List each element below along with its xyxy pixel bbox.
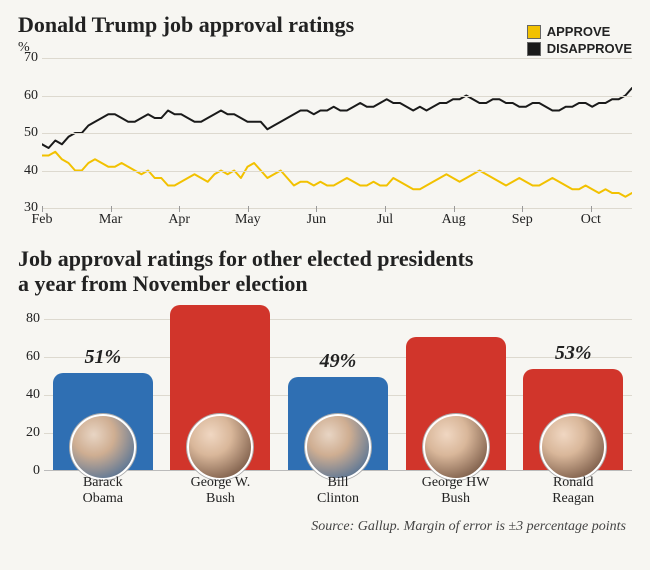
- chart1-x-tick: Mar: [99, 212, 122, 228]
- bar-value-4: 53%: [555, 342, 592, 365]
- root: Donald Trump job approval ratings APPROV…: [0, 0, 650, 543]
- chart2-y-tick: 60: [26, 349, 40, 365]
- chart1: % 3040506070 FebMarAprMayJunJulAugSepOct: [18, 40, 632, 240]
- chart1-x-tick: Oct: [581, 212, 601, 228]
- chart1-y-tick: 50: [24, 125, 38, 141]
- chart1-gridline: [42, 208, 632, 209]
- chart2-title-line2: a year from November election: [18, 271, 308, 296]
- legend-approve-label: APPROVE: [547, 24, 611, 39]
- chart1-gridline: [42, 58, 632, 59]
- chart2-gridline: [44, 319, 632, 320]
- bar-name-3: George HWBush: [422, 475, 490, 507]
- chart2-title: Job approval ratings for other elected p…: [18, 246, 632, 297]
- legend-approve: APPROVE: [527, 24, 632, 39]
- chart1-y-tick: 70: [24, 50, 38, 66]
- chart1-x-tick: May: [235, 212, 261, 228]
- bar-2: 49%: [288, 377, 388, 470]
- approve-line: [42, 152, 632, 197]
- source-text: Source: Gallup. Margin of error is ±3 pe…: [18, 519, 632, 535]
- chart1-x-tick: Sep: [512, 212, 533, 228]
- bar-name-0: BarackObama: [83, 475, 123, 507]
- chart2-y-axis: 020406080: [18, 301, 42, 471]
- chart1-x-tick: Jun: [307, 212, 326, 228]
- bar-value-2: 49%: [320, 350, 357, 373]
- chart2-y-tick: 0: [33, 463, 40, 479]
- chart1-x-axis: FebMarAprMayJunJulAugSepOct: [42, 212, 632, 232]
- bar-1: 87%: [170, 305, 270, 469]
- chart2-title-line1: Job approval ratings for other elected p…: [18, 246, 473, 271]
- chart1-x-tick: Aug: [442, 212, 466, 228]
- chart2-y-tick: 40: [26, 387, 40, 403]
- chart1-x-tick: Apr: [168, 212, 190, 228]
- avatar-3: [423, 414, 489, 480]
- chart1-gridline: [42, 171, 632, 172]
- bar-name-2: BillClinton: [317, 475, 359, 507]
- chart2-y-tick: 80: [26, 311, 40, 327]
- chart1-plot: [42, 58, 632, 208]
- chart1-x-tick: Feb: [32, 212, 53, 228]
- avatar-2: [305, 414, 371, 480]
- chart1-gridline: [42, 96, 632, 97]
- chart1-y-tick: 60: [24, 88, 38, 104]
- avatar-0: [70, 414, 136, 480]
- chart2-plot: 51%87%49%70%53%: [44, 301, 632, 471]
- chart1-y-tick: 40: [24, 163, 38, 179]
- chart1-y-axis: 3040506070: [18, 58, 40, 208]
- bar-value-0: 51%: [84, 346, 121, 369]
- chart2-y-tick: 20: [26, 425, 40, 441]
- chart2: 020406080 51%87%49%70%53% BarackObamaGeo…: [18, 301, 632, 511]
- bar-name-1: George W.Bush: [191, 475, 251, 507]
- avatar-4: [540, 414, 606, 480]
- legend-approve-swatch: [527, 25, 541, 39]
- bar-name-4: RonaldReagan: [552, 475, 594, 507]
- bar-3: 70%: [406, 337, 506, 469]
- bar-4: 53%: [523, 369, 623, 469]
- avatar-1: [187, 414, 253, 480]
- chart1-x-tick: Jul: [377, 212, 393, 228]
- chart1-gridline: [42, 133, 632, 134]
- bar-0: 51%: [53, 373, 153, 469]
- disapprove-line: [42, 88, 632, 148]
